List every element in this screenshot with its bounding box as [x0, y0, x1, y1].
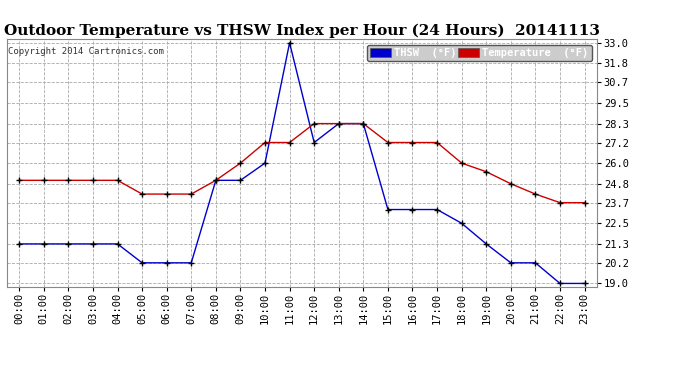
Legend: THSW  (°F), Temperature  (°F): THSW (°F), Temperature (°F)	[366, 45, 591, 61]
Text: Copyright 2014 Cartronics.com: Copyright 2014 Cartronics.com	[8, 47, 164, 56]
Title: Outdoor Temperature vs THSW Index per Hour (24 Hours)  20141113: Outdoor Temperature vs THSW Index per Ho…	[4, 24, 600, 38]
